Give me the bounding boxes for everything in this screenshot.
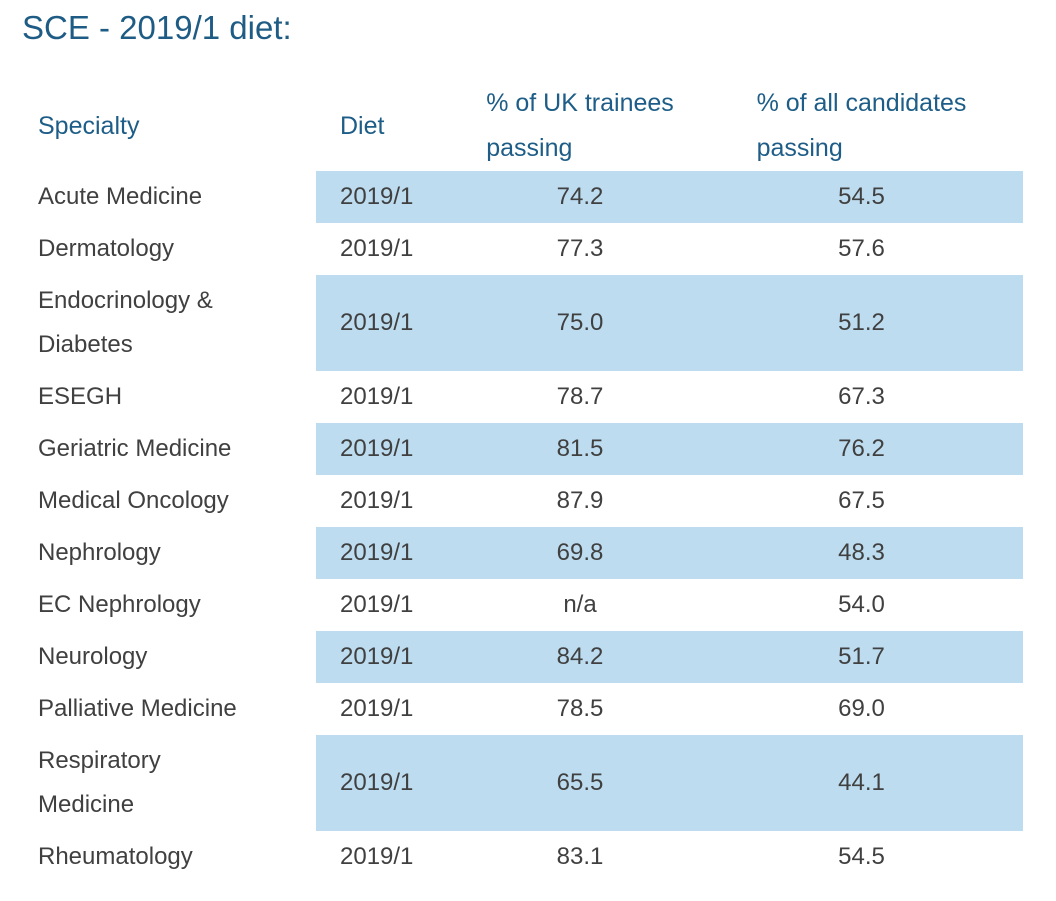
table-row: Dermatology 2019/1 77.3 57.6 (0, 223, 1023, 275)
diet-cell: 2019/1 (316, 527, 460, 579)
diet-cell: 2019/1 (340, 487, 414, 514)
diet-cell: 2019/1 (340, 843, 414, 870)
uk-trainees-cell: 81.5 (460, 423, 700, 475)
all-candidates-cell: 67.3 (838, 383, 885, 410)
diet-cell: 2019/1 (316, 423, 460, 475)
all-candidates-cell: 54.0 (838, 591, 885, 618)
table-row: Respiratory Medicine 2019/1 65.5 44.1 (0, 735, 1023, 831)
table-row: Medical Oncology 2019/1 87.9 67.5 (0, 475, 1023, 527)
diet-cell: 2019/1 (316, 171, 460, 223)
header-row: Specialty Diet % of UK trainees passing … (0, 81, 1023, 171)
diet-cell: 2019/1 (340, 235, 414, 262)
uk-trainees-cell: 78.5 (556, 695, 604, 722)
specialty-cell: EC Nephrology (38, 591, 201, 618)
specialty-cell: ESEGH (38, 383, 123, 410)
specialty-cell: Geriatric Medicine (38, 435, 232, 462)
uk-trainees-cell: 84.2 (460, 631, 700, 683)
diet-cell: 2019/1 (316, 275, 460, 371)
page-title: SCE - 2019/1 diet: (22, 9, 292, 46)
table-row: EC Nephrology 2019/1 n/a 54.0 (0, 579, 1023, 631)
results-table: Specialty Diet % of UK trainees passing … (0, 81, 1023, 883)
specialty-cell: Endocrinology & Diabetes (38, 287, 213, 358)
table-row: Endocrinology & Diabetes 2019/1 75.0 51.… (0, 275, 1023, 371)
uk-trainees-cell: 78.7 (556, 383, 604, 410)
all-candidates-cell: 51.7 (700, 631, 1023, 683)
table-row: Palliative Medicine 2019/1 78.5 69.0 (0, 683, 1023, 735)
uk-trainees-cell: 77.3 (556, 235, 604, 262)
column-header-all-candidates-label: % of all candidates passing (756, 89, 967, 162)
all-candidates-cell: 54.5 (700, 171, 1023, 223)
all-candidates-cell: 57.6 (838, 235, 885, 262)
specialty-cell: Medical Oncology (38, 487, 229, 514)
diet-cell: 2019/1 (316, 631, 460, 683)
specialty-cell: Neurology (38, 643, 148, 670)
specialty-cell: Palliative Medicine (38, 695, 237, 722)
table-row: Geriatric Medicine 2019/1 81.5 76.2 (0, 423, 1023, 475)
diet-cell: 2019/1 (340, 383, 414, 410)
all-candidates-cell: 67.5 (838, 487, 885, 514)
uk-trainees-cell: 87.9 (556, 487, 604, 514)
column-header-uk-trainees-label: % of UK trainees passing (486, 89, 674, 162)
table-row: Acute Medicine 2019/1 74.2 54.5 (0, 171, 1023, 223)
diet-cell: 2019/1 (340, 591, 414, 618)
all-candidates-cell: 44.1 (700, 735, 1023, 831)
specialty-cell: Rheumatology (38, 843, 193, 870)
all-candidates-cell: 69.0 (838, 695, 885, 722)
uk-trainees-cell: 65.5 (460, 735, 700, 831)
table-row: Rheumatology 2019/1 83.1 54.5 (0, 831, 1023, 883)
all-candidates-cell: 76.2 (700, 423, 1023, 475)
specialty-cell: Nephrology (38, 539, 161, 566)
all-candidates-cell: 51.2 (700, 275, 1023, 371)
specialty-cell: Dermatology (38, 235, 175, 262)
uk-trainees-cell: 75.0 (460, 275, 700, 371)
diet-cell: 2019/1 (316, 735, 460, 831)
column-header-diet: Diet (340, 111, 385, 140)
column-header-all-candidates: % of all candidates passing (700, 81, 1023, 171)
table-row: ESEGH 2019/1 78.7 67.3 (0, 371, 1023, 423)
all-candidates-cell: 48.3 (700, 527, 1023, 579)
uk-trainees-cell: 83.1 (556, 843, 604, 870)
specialty-cell: Respiratory Medicine (38, 747, 161, 818)
uk-trainees-cell: n/a (563, 591, 597, 618)
uk-trainees-cell: 74.2 (460, 171, 700, 223)
table-row: Nephrology 2019/1 69.8 48.3 (0, 527, 1023, 579)
column-header-uk-trainees: % of UK trainees passing (460, 81, 700, 171)
column-header-specialty: Specialty (38, 111, 140, 140)
table-row: Neurology 2019/1 84.2 51.7 (0, 631, 1023, 683)
all-candidates-cell: 54.5 (838, 843, 885, 870)
specialty-cell: Acute Medicine (38, 183, 203, 210)
diet-cell: 2019/1 (340, 695, 414, 722)
uk-trainees-cell: 69.8 (460, 527, 700, 579)
